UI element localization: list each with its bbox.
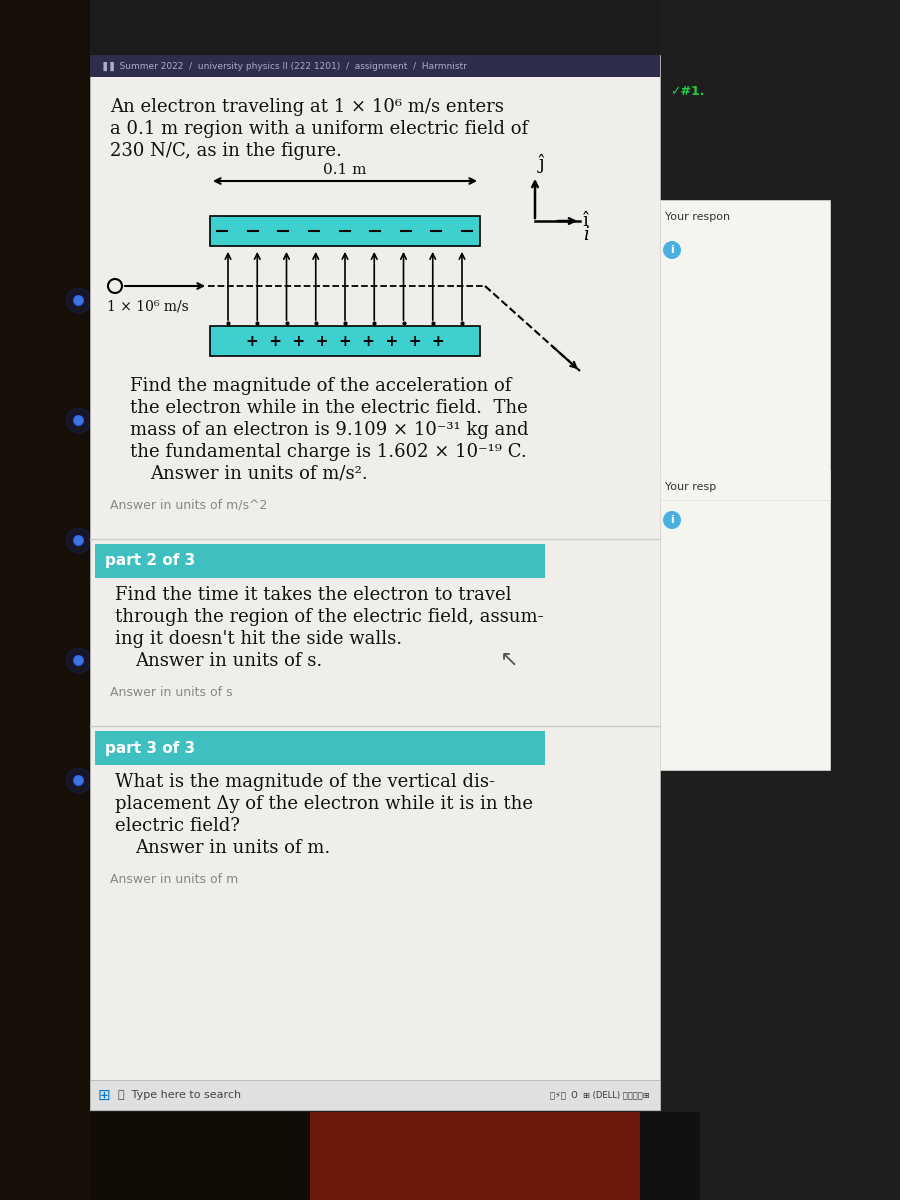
Circle shape xyxy=(663,511,681,529)
Text: Answer in units of m.: Answer in units of m. xyxy=(135,839,330,857)
Text: An electron traveling at 1 × 10⁶ m/s enters: An electron traveling at 1 × 10⁶ m/s ent… xyxy=(110,98,504,116)
Bar xyxy=(660,200,830,500)
Circle shape xyxy=(663,241,681,259)
Text: part 2 of 3: part 2 of 3 xyxy=(105,553,195,569)
Bar xyxy=(640,1112,700,1200)
Bar xyxy=(90,1110,660,1200)
Bar xyxy=(90,55,660,77)
Text: ĵ: ĵ xyxy=(539,154,544,173)
Bar xyxy=(95,544,545,578)
Text: ing it doesn't hit the side walls.: ing it doesn't hit the side walls. xyxy=(115,630,402,648)
Text: Answer in units of m/s^2: Answer in units of m/s^2 xyxy=(110,499,267,512)
Text: part 3 of 3: part 3 of 3 xyxy=(105,740,195,756)
Text: 🔍  Type here to search: 🔍 Type here to search xyxy=(118,1090,241,1100)
Text: Answer in units of m: Answer in units of m xyxy=(110,874,238,886)
Bar xyxy=(0,0,90,1200)
Bar xyxy=(210,216,480,246)
Text: i: i xyxy=(670,515,674,526)
Text: +  +  +  +  +  +  +  +  +: + + + + + + + + + xyxy=(246,334,445,348)
Bar xyxy=(90,1112,310,1200)
Text: î: î xyxy=(583,212,589,230)
Text: 230 N/C, as in the figure.: 230 N/C, as in the figure. xyxy=(110,142,342,160)
Text: a 0.1 m region with a uniform electric field of: a 0.1 m region with a uniform electric f… xyxy=(110,120,528,138)
Text: ⊞: ⊞ xyxy=(98,1087,111,1103)
Text: the electron while in the electric field.  The: the electron while in the electric field… xyxy=(130,398,527,416)
Text: Your resp: Your resp xyxy=(665,482,716,492)
Bar xyxy=(95,731,545,766)
Text: mass of an electron is 9.109 × 10⁻³¹ kg and: mass of an electron is 9.109 × 10⁻³¹ kg … xyxy=(130,421,528,439)
Text: ↖: ↖ xyxy=(500,650,518,670)
Text: ✓#1.: ✓#1. xyxy=(670,85,705,98)
Bar xyxy=(90,55,660,1110)
Text: placement Δy of the electron while it is in the: placement Δy of the electron while it is… xyxy=(115,794,533,814)
Text: through the region of the electric field, assum-: through the region of the electric field… xyxy=(115,608,544,626)
Text: 🌿⚡🌐  O  ⊞ (DELL) 📦🔍🔊📁⊞: 🌿⚡🌐 O ⊞ (DELL) 📦🔍🔊📁⊞ xyxy=(550,1091,650,1099)
Text: What is the magnitude of the vertical dis-: What is the magnitude of the vertical di… xyxy=(115,773,495,791)
Text: ▐▐  Summer 2022  /  university physics II (222 1201)  /  assignment  /  Harmnist: ▐▐ Summer 2022 / university physics II (… xyxy=(100,61,467,71)
Bar xyxy=(660,470,830,770)
Text: Your respon: Your respon xyxy=(665,212,730,222)
Bar xyxy=(660,0,900,1200)
Bar xyxy=(310,1112,640,1200)
Text: 1 × 10⁶ m/s: 1 × 10⁶ m/s xyxy=(107,300,189,314)
Text: the fundamental charge is 1.602 × 10⁻¹⁹ C.: the fundamental charge is 1.602 × 10⁻¹⁹ … xyxy=(130,443,526,461)
Text: i: i xyxy=(670,245,674,254)
Text: i: i xyxy=(583,226,589,244)
Text: Answer in units of m/s².: Answer in units of m/s². xyxy=(150,464,368,482)
Text: Answer in units of s.: Answer in units of s. xyxy=(135,652,322,670)
Bar xyxy=(90,1080,660,1110)
Bar xyxy=(210,326,480,356)
Text: Answer in units of s: Answer in units of s xyxy=(110,686,232,698)
Text: Find the magnitude of the acceleration of: Find the magnitude of the acceleration o… xyxy=(130,377,511,395)
Text: Find the time it takes the electron to travel: Find the time it takes the electron to t… xyxy=(115,586,511,604)
Text: electric field?: electric field? xyxy=(115,817,240,835)
Text: 0.1 m: 0.1 m xyxy=(323,163,367,176)
